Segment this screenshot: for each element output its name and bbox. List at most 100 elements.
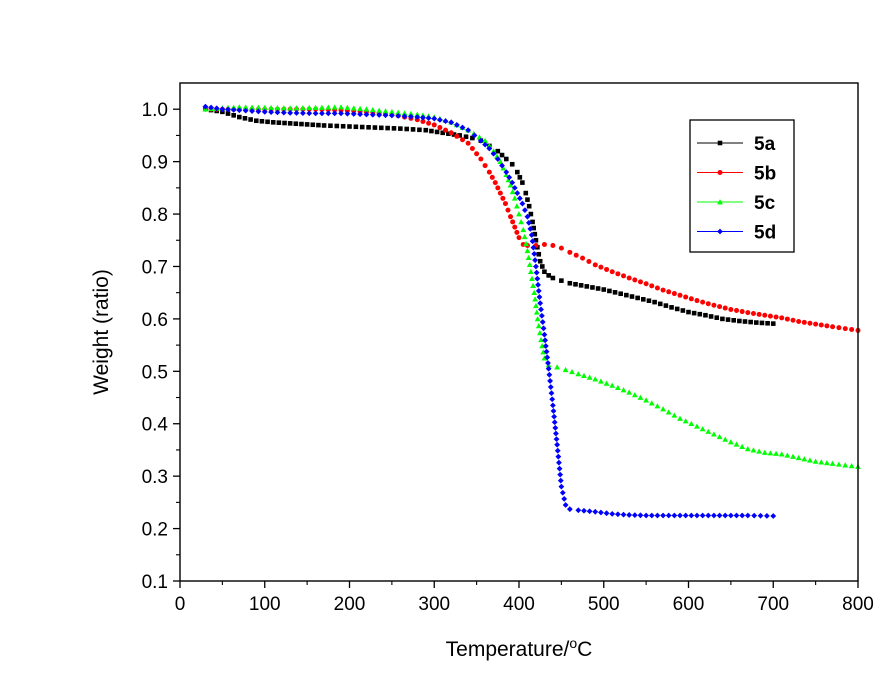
data-point bbox=[531, 250, 538, 257]
data-point bbox=[694, 512, 700, 519]
data-point bbox=[518, 219, 525, 225]
data-point bbox=[550, 402, 556, 409]
y-tick-label: 0.4 bbox=[142, 415, 169, 436]
data-point bbox=[592, 262, 598, 268]
data-point bbox=[767, 313, 773, 319]
data-point bbox=[532, 231, 538, 237]
data-point bbox=[784, 452, 791, 458]
data-point bbox=[733, 441, 740, 447]
data-point bbox=[603, 510, 610, 517]
data-point bbox=[714, 315, 720, 320]
plot-area bbox=[202, 103, 861, 519]
data-point bbox=[612, 290, 618, 295]
y-tick-label: 0.8 bbox=[142, 205, 168, 226]
data-point bbox=[395, 112, 402, 119]
data-point bbox=[420, 114, 426, 121]
data-point bbox=[524, 213, 531, 220]
data-point bbox=[548, 390, 555, 397]
data-point bbox=[680, 308, 686, 313]
data-point bbox=[378, 125, 384, 131]
data-point bbox=[626, 275, 632, 281]
data-point bbox=[391, 126, 397, 131]
data-point bbox=[546, 273, 551, 278]
data-point bbox=[255, 108, 262, 115]
data-point bbox=[527, 268, 534, 275]
data-point bbox=[401, 110, 408, 116]
data-point bbox=[551, 419, 558, 426]
data-point bbox=[756, 311, 762, 317]
data-point bbox=[369, 106, 376, 113]
data-point bbox=[538, 336, 544, 343]
data-point bbox=[372, 125, 378, 130]
data-point bbox=[363, 106, 370, 112]
data-point bbox=[533, 309, 540, 315]
data-point bbox=[562, 366, 569, 373]
data-point bbox=[767, 450, 774, 456]
data-point bbox=[505, 177, 512, 183]
data-point bbox=[319, 104, 325, 110]
data-point bbox=[586, 374, 593, 380]
data-point bbox=[486, 145, 493, 152]
data-point bbox=[569, 368, 575, 375]
data-point bbox=[520, 180, 525, 185]
data-point bbox=[516, 235, 522, 241]
data-point bbox=[538, 306, 544, 313]
data-point bbox=[524, 247, 531, 254]
data-point bbox=[537, 329, 543, 336]
data-point bbox=[614, 384, 621, 391]
data-point bbox=[555, 453, 562, 460]
y-tick-label: 1.0 bbox=[142, 100, 168, 121]
data-point bbox=[744, 445, 751, 452]
data-point bbox=[542, 343, 549, 349]
data-point bbox=[523, 240, 529, 247]
y-tick-label: 0.2 bbox=[142, 520, 168, 541]
data-point bbox=[347, 124, 352, 129]
data-point bbox=[592, 508, 599, 515]
data-point bbox=[716, 433, 723, 440]
data-point bbox=[385, 125, 390, 131]
data-point bbox=[486, 143, 493, 149]
data-point bbox=[454, 133, 460, 139]
data-point bbox=[532, 296, 539, 302]
data-point bbox=[773, 450, 779, 456]
data-point bbox=[703, 312, 708, 318]
data-point bbox=[526, 261, 533, 268]
data-point bbox=[836, 325, 842, 331]
data-point bbox=[459, 124, 466, 131]
data-point bbox=[686, 309, 691, 315]
series-5a bbox=[203, 106, 776, 326]
data-point bbox=[490, 150, 497, 157]
data-point bbox=[499, 152, 505, 158]
data-point bbox=[671, 291, 677, 297]
data-point bbox=[750, 447, 757, 453]
data-point bbox=[629, 294, 635, 299]
data-point bbox=[757, 512, 764, 519]
data-point bbox=[756, 448, 763, 454]
data-point bbox=[580, 255, 586, 261]
data-point bbox=[744, 512, 751, 519]
data-point bbox=[556, 459, 562, 466]
data-point bbox=[507, 182, 514, 188]
data-point bbox=[208, 104, 214, 111]
data-point bbox=[609, 511, 616, 517]
data-point bbox=[581, 372, 587, 379]
data-point bbox=[643, 397, 650, 403]
data-point bbox=[603, 380, 610, 386]
data-point bbox=[519, 200, 526, 207]
data-point bbox=[739, 443, 746, 449]
data-point bbox=[824, 459, 830, 466]
data-point bbox=[506, 174, 513, 181]
data-point bbox=[733, 512, 740, 519]
data-point bbox=[550, 408, 557, 414]
data-point bbox=[542, 269, 547, 275]
data-point bbox=[408, 113, 414, 120]
data-point bbox=[513, 203, 520, 209]
data-point bbox=[541, 241, 547, 247]
data-point bbox=[807, 320, 813, 326]
data-point bbox=[567, 249, 573, 255]
data-point bbox=[219, 106, 226, 113]
data-point bbox=[553, 436, 560, 442]
data-point bbox=[448, 119, 455, 126]
data-point bbox=[242, 107, 249, 114]
data-point bbox=[801, 456, 808, 462]
